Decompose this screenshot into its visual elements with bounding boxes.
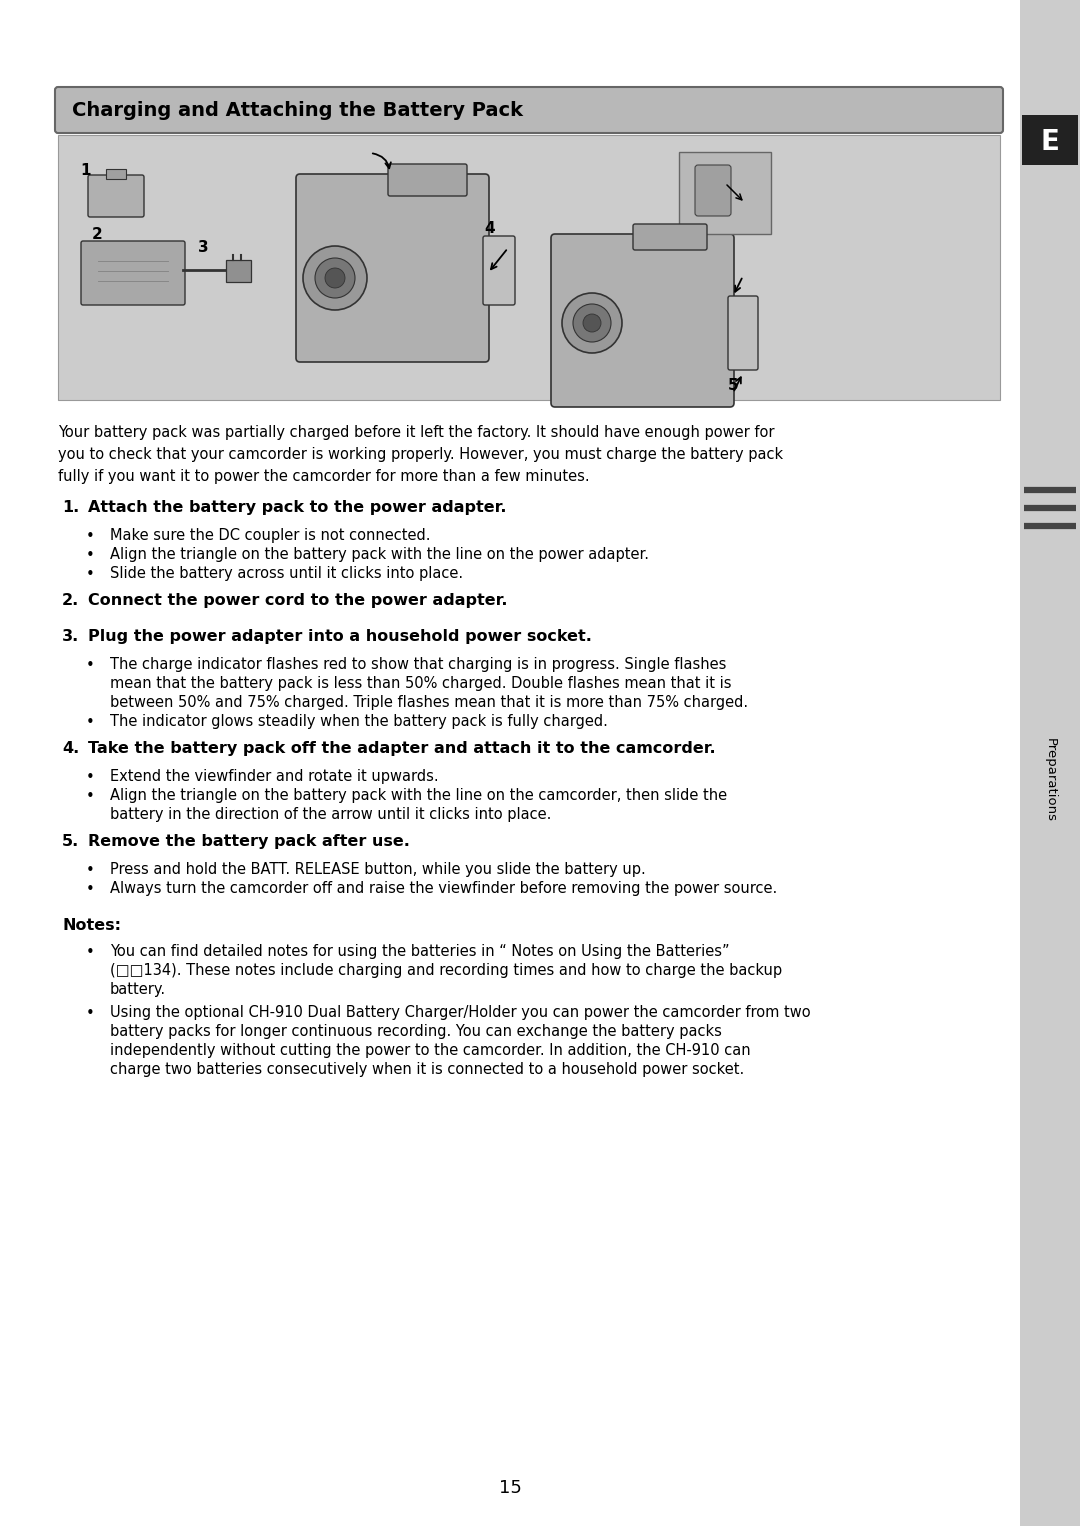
Circle shape xyxy=(325,269,345,288)
FancyBboxPatch shape xyxy=(226,259,251,282)
Text: Extend the viewfinder and rotate it upwards.: Extend the viewfinder and rotate it upwa… xyxy=(110,769,438,784)
Text: charge two batteries consecutively when it is connected to a household power soc: charge two batteries consecutively when … xyxy=(110,1062,744,1077)
Circle shape xyxy=(303,246,367,310)
Text: •: • xyxy=(85,658,94,673)
FancyBboxPatch shape xyxy=(1020,0,1080,1526)
Text: Slide the battery across until it clicks into place.: Slide the battery across until it clicks… xyxy=(110,566,463,581)
FancyBboxPatch shape xyxy=(551,233,734,407)
Text: Remove the battery pack after use.: Remove the battery pack after use. xyxy=(87,835,410,848)
Text: Press and hold the BATT. RELEASE button, while you slide the battery up.: Press and hold the BATT. RELEASE button,… xyxy=(110,862,646,877)
Text: 5: 5 xyxy=(728,378,739,394)
Text: 4: 4 xyxy=(484,221,495,237)
Text: •: • xyxy=(85,548,94,563)
Text: Charging and Attaching the Battery Pack: Charging and Attaching the Battery Pack xyxy=(72,101,523,119)
FancyBboxPatch shape xyxy=(106,169,126,179)
Text: Attach the battery pack to the power adapter.: Attach the battery pack to the power ada… xyxy=(87,501,507,514)
Text: 1.: 1. xyxy=(62,501,79,514)
Text: Always turn the camcorder off and raise the viewfinder before removing the power: Always turn the camcorder off and raise … xyxy=(110,881,778,896)
Text: •: • xyxy=(85,1006,94,1021)
Text: 5.: 5. xyxy=(62,835,79,848)
Text: 3: 3 xyxy=(198,240,208,255)
FancyBboxPatch shape xyxy=(696,165,731,217)
Text: battery.: battery. xyxy=(110,983,166,996)
FancyBboxPatch shape xyxy=(58,134,1000,400)
Circle shape xyxy=(562,293,622,353)
Text: Plug the power adapter into a household power socket.: Plug the power adapter into a household … xyxy=(87,629,592,644)
Circle shape xyxy=(583,314,600,333)
FancyBboxPatch shape xyxy=(679,153,771,233)
Text: 2: 2 xyxy=(92,227,103,243)
Text: Your battery pack was partially charged before it left the factory. It should ha: Your battery pack was partially charged … xyxy=(58,426,774,439)
FancyBboxPatch shape xyxy=(633,224,707,250)
Text: Align the triangle on the battery pack with the line on the camcorder, then slid: Align the triangle on the battery pack w… xyxy=(110,787,727,803)
Text: independently without cutting the power to the camcorder. In addition, the CH-91: independently without cutting the power … xyxy=(110,1042,751,1058)
Text: •: • xyxy=(85,568,94,581)
Text: 15: 15 xyxy=(499,1479,522,1497)
Circle shape xyxy=(573,304,611,342)
Text: Using the optional CH-910 Dual Battery Charger/Holder you can power the camcorde: Using the optional CH-910 Dual Battery C… xyxy=(110,1006,811,1019)
FancyBboxPatch shape xyxy=(81,241,185,305)
FancyBboxPatch shape xyxy=(728,296,758,369)
FancyBboxPatch shape xyxy=(55,87,1003,133)
FancyBboxPatch shape xyxy=(87,175,144,217)
Text: •: • xyxy=(85,530,94,543)
Text: •: • xyxy=(85,882,94,897)
FancyBboxPatch shape xyxy=(483,237,515,305)
Text: you to check that your camcorder is working properly. However, you must charge t: you to check that your camcorder is work… xyxy=(58,447,783,462)
Text: •: • xyxy=(85,789,94,804)
Text: between 50% and 75% charged. Triple flashes mean that it is more than 75% charge: between 50% and 75% charged. Triple flas… xyxy=(110,694,748,710)
Text: battery packs for longer continuous recording. You can exchange the battery pack: battery packs for longer continuous reco… xyxy=(110,1024,721,1039)
Text: •: • xyxy=(85,771,94,784)
Text: •: • xyxy=(85,945,94,960)
Text: 2.: 2. xyxy=(62,594,79,607)
Text: 1: 1 xyxy=(80,163,91,179)
Text: mean that the battery pack is less than 50% charged. Double flashes mean that it: mean that the battery pack is less than … xyxy=(110,676,731,691)
Text: Make sure the DC coupler is not connected.: Make sure the DC coupler is not connecte… xyxy=(110,528,431,543)
Text: You can find detailed notes for using the batteries in “ Notes on Using the Batt: You can find detailed notes for using th… xyxy=(110,945,730,958)
Text: E: E xyxy=(1040,128,1059,156)
FancyBboxPatch shape xyxy=(1022,114,1078,165)
Text: •: • xyxy=(85,716,94,729)
Text: battery in the direction of the arrow until it clicks into place.: battery in the direction of the arrow un… xyxy=(110,807,552,823)
Text: •: • xyxy=(85,864,94,877)
FancyBboxPatch shape xyxy=(296,174,489,362)
Text: The indicator glows steadily when the battery pack is fully charged.: The indicator glows steadily when the ba… xyxy=(110,714,608,729)
Text: Notes:: Notes: xyxy=(62,919,121,932)
Text: 3.: 3. xyxy=(62,629,79,644)
Text: Connect the power cord to the power adapter.: Connect the power cord to the power adap… xyxy=(87,594,508,607)
Text: Take the battery pack off the adapter and attach it to the camcorder.: Take the battery pack off the adapter an… xyxy=(87,742,716,755)
FancyBboxPatch shape xyxy=(388,163,467,195)
Text: Align the triangle on the battery pack with the line on the power adapter.: Align the triangle on the battery pack w… xyxy=(110,546,649,562)
Text: fully if you want it to power the camcorder for more than a few minutes.: fully if you want it to power the camcor… xyxy=(58,468,590,484)
Text: (□□134). These notes include charging and recording times and how to charge the : (□□134). These notes include charging an… xyxy=(110,963,782,978)
Text: 4.: 4. xyxy=(62,742,79,755)
Circle shape xyxy=(315,258,355,298)
Text: Preparations: Preparations xyxy=(1043,739,1056,823)
Text: The charge indicator flashes red to show that charging is in progress. Single fl: The charge indicator flashes red to show… xyxy=(110,658,727,671)
